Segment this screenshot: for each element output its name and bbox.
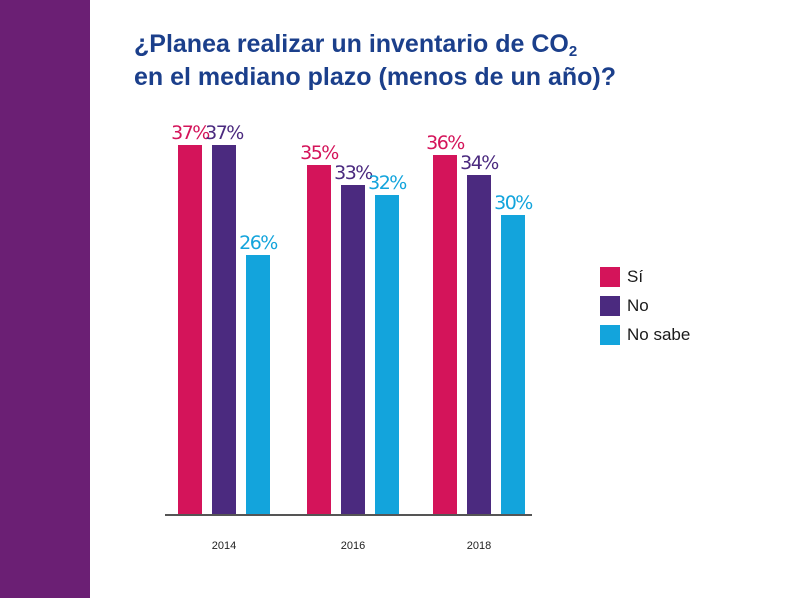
legend-label-si: Sí	[627, 266, 644, 286]
value-label-2016-no: 33%	[334, 162, 372, 184]
value-label-2016-s-: 35%	[300, 142, 338, 164]
bar-2014-no-sabe	[246, 255, 270, 515]
bar-2018-s-	[433, 155, 457, 515]
value-label-2014-no-sabe: 26%	[239, 232, 277, 254]
value-label-2014-no: 37%	[205, 122, 243, 144]
side-band	[0, 0, 90, 598]
bar-2016-no-sabe	[375, 195, 399, 515]
legend-label-no-sabe: No sabe	[627, 324, 691, 344]
bar-2016-s-	[307, 165, 331, 515]
value-label-2018-no-sabe: 30%	[494, 192, 532, 214]
legend-item-no: No	[600, 291, 690, 320]
bar-2014-no	[212, 145, 236, 515]
bar-2016-no	[341, 185, 365, 515]
value-label-2014-s-: 37%	[171, 122, 209, 144]
value-label-2016-no-sabe: 32%	[368, 172, 406, 194]
bar-2018-no-sabe	[501, 215, 525, 515]
x-tick-label-2016: 2016	[341, 540, 365, 552]
legend-item-si: Sí	[600, 262, 690, 291]
value-label-2018-no: 34%	[460, 152, 498, 174]
bar-2018-no	[467, 175, 491, 515]
legend-swatch-no-sabe	[600, 324, 620, 345]
legend-item-no-sabe: No sabe	[600, 320, 690, 349]
x-tick-label-2018: 2018	[467, 540, 491, 552]
x-tick-label-2014: 2014	[212, 540, 236, 552]
bar-2014-s-	[178, 145, 202, 515]
legend: Sí No No sabe	[600, 262, 690, 349]
value-label-2018-s-: 36%	[426, 132, 464, 154]
legend-label-no: No	[627, 295, 649, 315]
legend-swatch-si	[600, 266, 620, 287]
chart-title: ¿Planea realizar un inventario de CO2 en …	[134, 30, 616, 91]
legend-swatch-no	[600, 295, 620, 316]
